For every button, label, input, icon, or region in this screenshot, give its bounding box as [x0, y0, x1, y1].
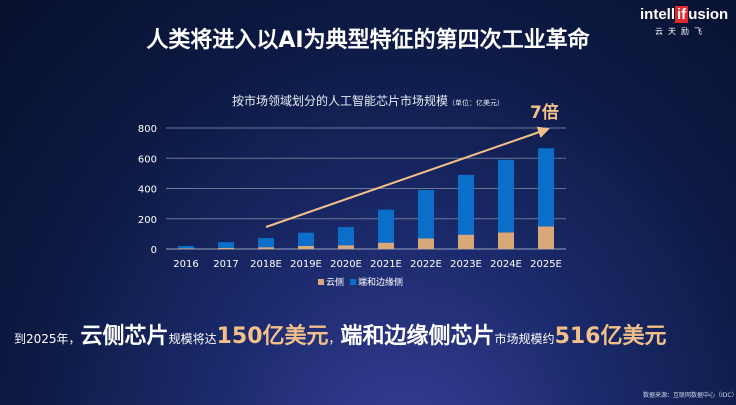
x-tick-label: 2016 [173, 259, 198, 270]
summary-part: 云侧芯片 [80, 324, 169, 349]
x-tick-label: 2019E [290, 259, 322, 270]
bar-端和边缘侧 [498, 159, 514, 233]
x-tick-label: 2024E [490, 259, 522, 270]
x-tick-label: 2022E [410, 259, 442, 270]
bar-云侧 [378, 242, 394, 249]
summary-part: 516亿美元 [554, 324, 667, 349]
y-tick-label: 200 [138, 215, 157, 226]
legend-label: 端和边缘侧 [358, 276, 403, 288]
summary-part: 市场规模约 [494, 332, 555, 346]
bar-端和边缘侧 [218, 242, 234, 248]
logo-subtitle: 云天励飞 [655, 27, 707, 36]
bar-云侧 [538, 226, 554, 249]
x-tick-label: 2017 [213, 259, 238, 270]
summary-text: 到2025年，云侧芯片规模将达150亿美元，端和边缘侧芯片市场规模约516亿美元 [14, 318, 667, 350]
x-tick-label: 2020E [330, 259, 362, 270]
y-tick-label: 0 [151, 245, 157, 256]
logo-part: intell [640, 6, 676, 23]
logo: intell if usion [640, 6, 728, 23]
data-source: 数据来源：互联网数据中心（IDC） [643, 392, 736, 399]
logo-part: if [675, 6, 689, 23]
growth-arrow [265, 126, 550, 228]
legend-swatch [318, 279, 324, 285]
chart-title-text: 按市场领域划分的人工智能芯片市场规模 [232, 94, 449, 108]
bar-云侧 [338, 245, 354, 249]
summary-part: 到2025年， [14, 332, 81, 346]
x-tick-label: 2025E [530, 259, 562, 270]
bar-云侧 [498, 232, 514, 249]
x-tick-label: 2023E [450, 259, 482, 270]
bar-端和边缘侧 [338, 227, 354, 246]
bar-端和边缘侧 [538, 148, 554, 227]
bar-端和边缘侧 [298, 232, 314, 246]
legend-swatch [350, 279, 356, 285]
growth-annotation: 7倍 [530, 102, 559, 123]
summary-part: 150亿美元 [216, 324, 329, 349]
bar-云侧 [458, 234, 474, 249]
x-tick-label: 2018E [250, 259, 282, 270]
summary-part: 规模将达 [168, 332, 217, 346]
bar-云侧 [258, 247, 274, 249]
bar-云侧 [218, 247, 234, 249]
chart-title: 按市场领域划分的人工智能芯片市场规模（单位：亿美元） [232, 92, 504, 109]
summary-part: 端和边缘侧芯片 [340, 324, 495, 349]
logo-part: usion [688, 6, 729, 23]
summary-part: ， [328, 332, 341, 346]
bar-云侧 [178, 248, 194, 249]
legend-label: 云侧 [326, 276, 344, 288]
slide-title: 人类将进入以AI为典型特征的第四次工业革命 [146, 28, 590, 53]
x-tick-label: 2021E [370, 259, 402, 270]
bar-端和边缘侧 [418, 190, 434, 239]
bar-云侧 [298, 245, 314, 249]
y-tick-label: 800 [138, 124, 157, 135]
bar-端和边缘侧 [178, 245, 194, 249]
y-tick-label: 400 [138, 185, 157, 196]
bar-端和边缘侧 [458, 174, 474, 235]
bar-端和边缘侧 [378, 209, 394, 243]
chart-unit: （单位：亿美元） [448, 99, 505, 107]
bar-端和边缘侧 [258, 238, 274, 248]
y-tick-label: 600 [138, 154, 157, 165]
bar-云侧 [418, 238, 434, 249]
